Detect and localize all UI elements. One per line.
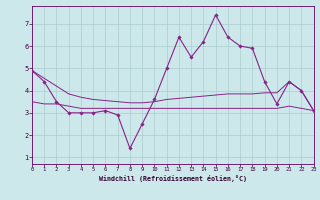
X-axis label: Windchill (Refroidissement éolien,°C): Windchill (Refroidissement éolien,°C) — [99, 175, 247, 182]
